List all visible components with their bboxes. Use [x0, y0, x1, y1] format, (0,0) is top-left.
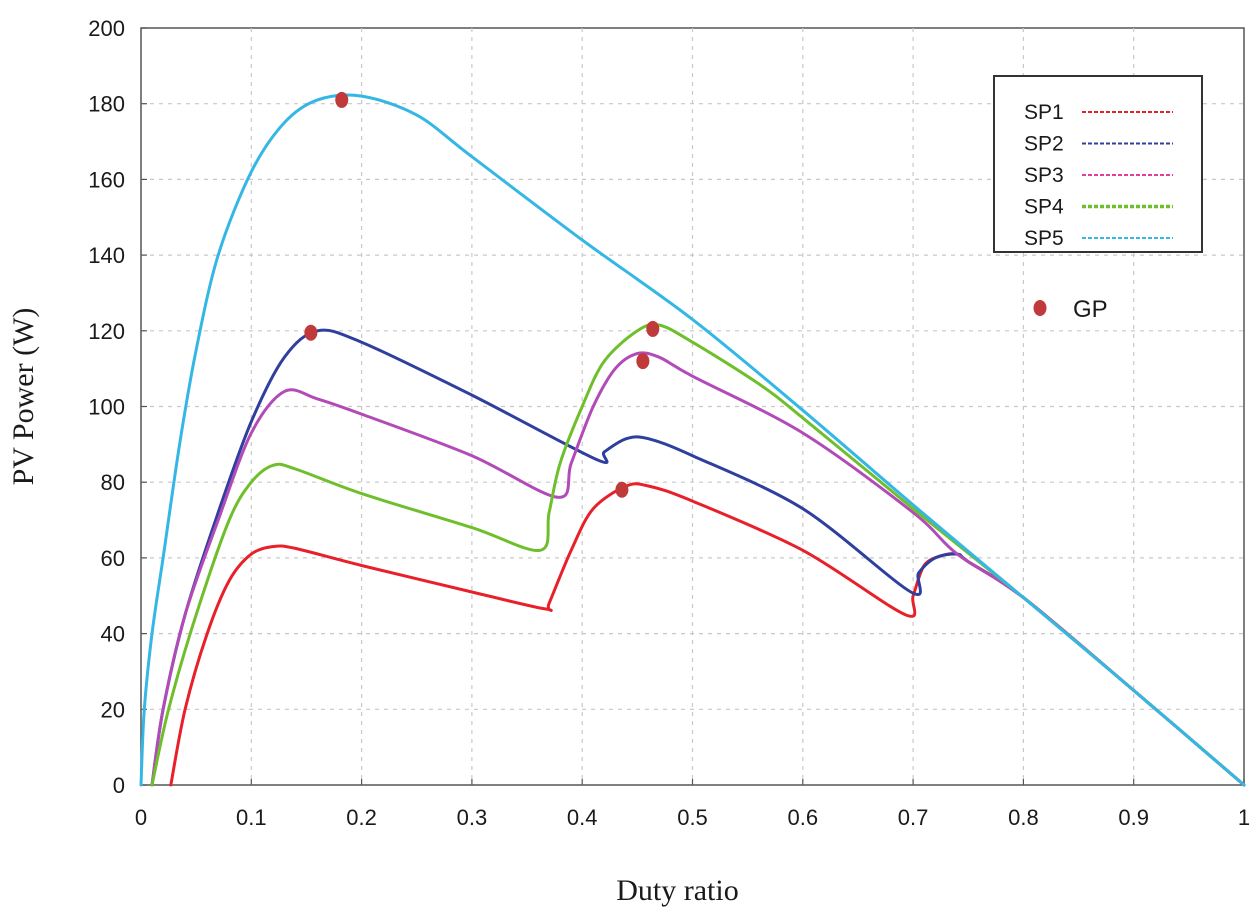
y-tick-label: 0: [113, 773, 125, 798]
gp-marker: [615, 481, 629, 498]
x-tick-label: 0.7: [898, 805, 929, 830]
legend-label-sp4: SP4: [1024, 196, 1064, 219]
y-tick-label: 140: [88, 243, 125, 268]
series-line-sp5: [139, 93, 1246, 787]
x-tick-label: 0.1: [236, 805, 267, 830]
legend-label-sp3: SP3: [1024, 164, 1064, 187]
legend-label-sp2: SP2: [1024, 133, 1064, 156]
x-axis-title: Duty ratio: [616, 874, 738, 907]
series-line-sp4: [150, 322, 1246, 787]
x-tick-label: 0.6: [788, 805, 819, 830]
legend-label-sp1: SP1: [1024, 101, 1064, 124]
y-tick-label: 180: [88, 92, 125, 117]
gp-marker: [646, 320, 660, 337]
y-tick-label: 120: [88, 319, 125, 344]
y-axis-title: PV Power (W): [7, 308, 40, 486]
x-tick-label: 0.4: [567, 805, 598, 830]
x-tick-label: 0.2: [346, 805, 377, 830]
y-tick-label: 160: [88, 167, 125, 192]
y-tick-label: 100: [88, 395, 125, 420]
gp-marker: [335, 91, 349, 108]
x-tick-label: 0.9: [1118, 805, 1149, 830]
legend-gp-label: GP: [1073, 296, 1108, 323]
x-tick-label: 0: [135, 805, 147, 830]
x-tick-label: 0.3: [457, 805, 488, 830]
y-tick-label: 80: [101, 470, 125, 495]
x-tick-label: 0.5: [677, 805, 708, 830]
y-tick-label: 60: [101, 546, 125, 571]
y-tick-label: 20: [101, 697, 125, 722]
y-tick-label: 40: [101, 622, 125, 647]
x-tick-label: 1: [1238, 805, 1250, 830]
legend-label-sp5: SP5: [1024, 227, 1064, 250]
legend-gp-marker: [1033, 300, 1047, 316]
gp-marker: [636, 353, 650, 370]
gp-marker: [304, 324, 318, 341]
series-line-sp3: [150, 351, 1246, 787]
x-tick-label: 0.8: [1008, 805, 1039, 830]
y-tick-label: 200: [88, 16, 125, 41]
legend-box: [993, 75, 1203, 253]
